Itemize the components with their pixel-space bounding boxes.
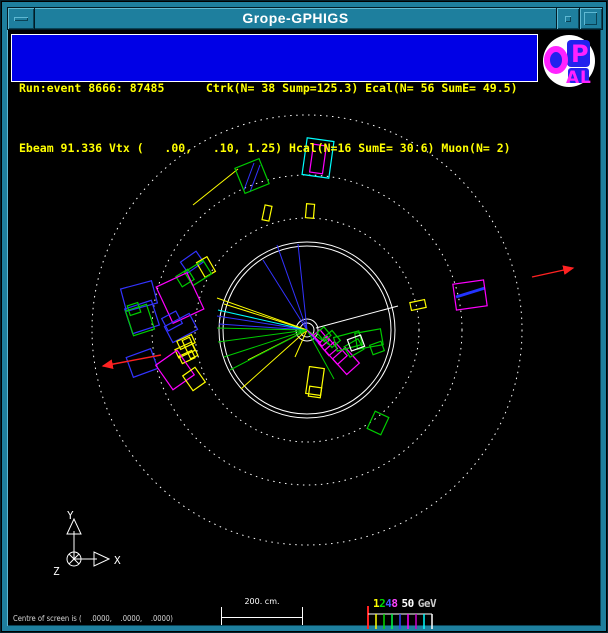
info-line-1: Run:event 8666: 87485 Ctrk(N= 38 Sump=12… (19, 81, 518, 95)
energy-legend-value: 4 (385, 597, 392, 610)
scale-bar-label: 200. cm. (244, 597, 280, 606)
energy-scale-comb (367, 606, 433, 629)
centre-of-screen-text: Centre of screen is ( .0000, .0000, .000… (13, 614, 173, 623)
scale-bar (221, 607, 303, 625)
window-menu-icon (14, 17, 28, 21)
maximize-icon (584, 12, 597, 25)
info-line-2: Ebeam 91.336 Vtx ( .00, .10, 1.25) Hcal(… (19, 141, 511, 155)
logo-letter-o (544, 46, 568, 74)
axis-z-label: Z (53, 565, 60, 578)
logo-letter-l: L (580, 68, 591, 88)
energy-legend-value: 8 (391, 597, 398, 610)
energy-legend-value: 50 (401, 597, 415, 610)
title-bar[interactable]: Grope-GPHIGS (7, 7, 603, 30)
axis-x-arrowhead-icon (93, 551, 111, 567)
energy-legend-value: GeV (417, 597, 437, 610)
logo-letter-a: A (566, 68, 580, 88)
energy-scale-legend: 1248 50 GeV (373, 597, 437, 610)
minimize-icon (565, 16, 571, 22)
axis-indicator: Y X Z (53, 509, 121, 578)
axis-z-out-of-plane-icon (66, 551, 82, 567)
minimize-button[interactable] (556, 8, 579, 29)
maximize-button[interactable] (579, 8, 602, 29)
axis-y-label: Y (67, 509, 74, 522)
energy-legend-value: 2 (379, 597, 386, 610)
opal-logo: P A L (541, 34, 599, 90)
energy-legend-value: 1 (373, 597, 380, 610)
window-menu-button[interactable] (8, 8, 35, 29)
axis-x-label: X (114, 554, 121, 567)
logo-letter-p: P (571, 40, 589, 68)
axis-y-arrowhead-icon (66, 517, 82, 535)
event-graphics-layer (91, 114, 575, 546)
window-title: Grope-GPHIGS (242, 10, 349, 26)
event-info-panel: Run:event 8666: 87485 Ctrk(N= 38 Sump=12… (11, 34, 538, 155)
